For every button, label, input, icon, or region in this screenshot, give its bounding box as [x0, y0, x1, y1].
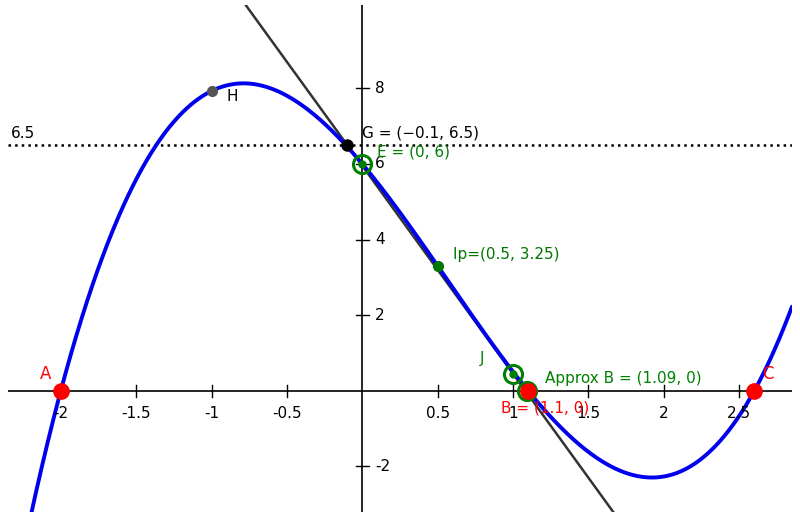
- Text: -1: -1: [204, 406, 219, 421]
- Text: E = (0, 6): E = (0, 6): [378, 144, 450, 159]
- Text: 2.5: 2.5: [727, 406, 751, 421]
- Text: A: A: [40, 366, 51, 383]
- Text: H: H: [226, 89, 238, 104]
- Text: -0.5: -0.5: [272, 406, 302, 421]
- Text: -1.5: -1.5: [122, 406, 151, 421]
- Text: -2: -2: [54, 406, 68, 421]
- Text: 6: 6: [375, 157, 385, 172]
- Text: 8: 8: [375, 81, 385, 96]
- Text: 4: 4: [375, 232, 385, 247]
- Text: J: J: [480, 351, 485, 366]
- Text: B = (1.1, 0): B = (1.1, 0): [501, 400, 590, 416]
- Text: Ip=(0.5, 3.25): Ip=(0.5, 3.25): [453, 247, 559, 262]
- Text: 2: 2: [375, 308, 385, 323]
- Text: Approx B = (1.09, 0): Approx B = (1.09, 0): [545, 371, 702, 386]
- Text: G = (−0.1, 6.5): G = (−0.1, 6.5): [362, 126, 479, 141]
- Text: C: C: [762, 366, 774, 383]
- Text: 1.5: 1.5: [576, 406, 601, 421]
- Text: 0.5: 0.5: [426, 406, 450, 421]
- Text: -2: -2: [375, 459, 390, 474]
- Text: 1: 1: [508, 406, 518, 421]
- Text: 2: 2: [659, 406, 669, 421]
- Text: 6.5: 6.5: [11, 126, 35, 141]
